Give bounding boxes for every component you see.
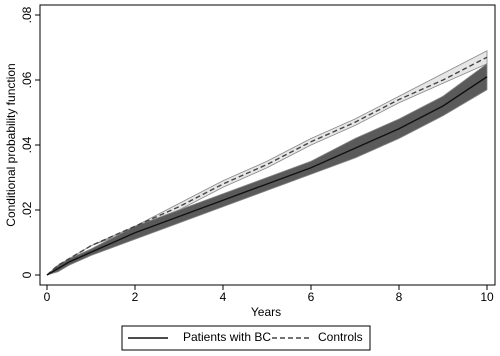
x-tick-label: 4: [220, 290, 227, 304]
series-line: [46, 76, 488, 276]
y-tick-label: .08: [20, 6, 34, 23]
x-tick-label: 2: [132, 290, 139, 304]
legend-label: Patients with BC: [183, 330, 271, 344]
y-tick-label: .02: [20, 201, 34, 218]
y-axis-label: Conditional probability function: [4, 63, 18, 226]
series-line: [46, 56, 488, 276]
x-axis-label: Years: [251, 305, 281, 319]
x-tick-label: 8: [396, 290, 403, 304]
legend-label: Controls: [318, 330, 363, 344]
y-tick-label: 0: [20, 271, 34, 278]
x-tick-label: 0: [44, 290, 51, 304]
y-tick-label: .04: [20, 136, 34, 153]
legend: Patients with BC Controls: [121, 325, 371, 351]
x-tick-label: 6: [308, 290, 315, 304]
x-tick-label: 10: [480, 290, 494, 304]
y-tick-label: .06: [20, 71, 34, 88]
